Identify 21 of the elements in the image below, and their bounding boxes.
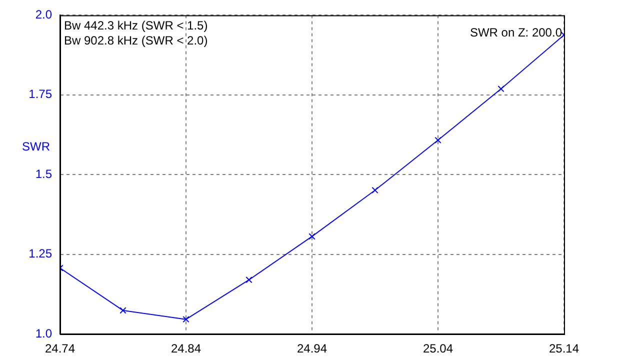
point bbox=[434, 136, 442, 144]
point bbox=[498, 86, 504, 92]
point bbox=[120, 307, 126, 314]
y-tick-label: 1.25 bbox=[28, 246, 52, 261]
annotation: Bw 902.8 kHz (SWR < 2.0) bbox=[64, 34, 208, 48]
x-tick-label: 24.94 bbox=[296, 342, 328, 356]
annotation: Bw 442.3 kHz (SWR < 1.5) bbox=[64, 18, 208, 33]
y-tick-label: 2.0 bbox=[35, 8, 52, 22]
point bbox=[246, 276, 252, 284]
point bbox=[182, 316, 190, 323]
x-tick-label: 25.04 bbox=[422, 342, 454, 356]
point bbox=[372, 186, 378, 194]
x-tick-label: 25.14 bbox=[548, 342, 580, 356]
x-tick-label: 24.74 bbox=[44, 342, 76, 356]
y-tick-label: 1.75 bbox=[28, 87, 52, 102]
y-tick-label: 1.0 bbox=[35, 326, 52, 340]
y-tick-label: 1.5 bbox=[35, 166, 52, 181]
x-tick-label: 24.84 bbox=[170, 342, 202, 356]
point bbox=[308, 233, 316, 240]
y-axis-title: SWR bbox=[22, 139, 50, 154]
annotation: SWR on Z: 200.0 bbox=[470, 26, 562, 40]
